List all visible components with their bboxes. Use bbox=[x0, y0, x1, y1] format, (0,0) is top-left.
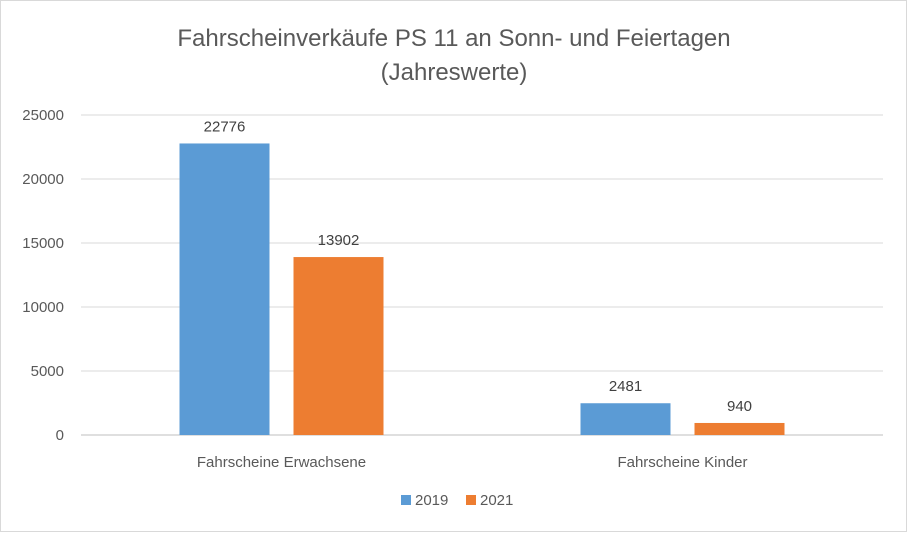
bar-2021 bbox=[694, 422, 785, 435]
legend-swatch-2019 bbox=[401, 495, 411, 505]
legend-label: 2019 bbox=[415, 492, 448, 509]
y-tick-label: 0 bbox=[56, 427, 64, 444]
y-tick-label: 20000 bbox=[22, 171, 64, 188]
bar-2021 bbox=[293, 257, 384, 435]
y-tick-label: 15000 bbox=[22, 235, 64, 252]
y-tick-label: 10000 bbox=[22, 299, 64, 316]
legend: 2019 2021 bbox=[401, 492, 513, 509]
chart-subtitle: (Jahreswerte) bbox=[381, 59, 528, 86]
y-axis-ticks: 0 5000 10000 15000 20000 25000 bbox=[22, 107, 64, 444]
data-label: 940 bbox=[727, 398, 752, 415]
data-label: 2481 bbox=[609, 378, 642, 395]
legend-label: 2021 bbox=[480, 492, 513, 509]
y-tick-label: 25000 bbox=[22, 107, 64, 124]
bar-2019 bbox=[179, 143, 270, 435]
data-label: 22776 bbox=[204, 118, 246, 135]
bars bbox=[179, 143, 785, 435]
data-labels: 22776 13902 2481 940 bbox=[204, 118, 752, 415]
y-tick-label: 5000 bbox=[31, 363, 64, 380]
x-axis-categories: Fahrscheine Erwachsene Fahrscheine Kinder bbox=[197, 454, 748, 471]
category-label: Fahrscheine Kinder bbox=[617, 454, 747, 471]
bar-2019 bbox=[580, 403, 671, 435]
chart-title: Fahrscheinverkäufe PS 11 an Sonn- und Fe… bbox=[177, 25, 730, 52]
data-label: 13902 bbox=[318, 232, 360, 249]
category-label: Fahrscheine Erwachsene bbox=[197, 454, 366, 471]
legend-swatch-2021 bbox=[466, 495, 476, 505]
